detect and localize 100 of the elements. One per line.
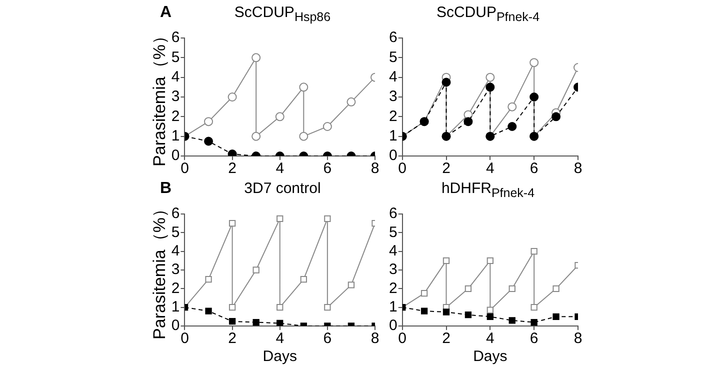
x-tick-label: 2: [228, 160, 236, 178]
y-tick-label: 4: [171, 68, 180, 86]
point: [228, 304, 236, 311]
y-tick-label: 4: [171, 242, 180, 260]
chart-title: 3D7 control: [244, 180, 321, 197]
y-tick-label: 3: [389, 88, 398, 106]
y-tick-label: 5: [171, 48, 180, 66]
x-tick-label: 8: [574, 160, 582, 178]
y-tick-label: 1: [171, 298, 180, 316]
point: [530, 248, 538, 255]
point: [322, 122, 332, 131]
point: [464, 117, 473, 126]
point: [442, 308, 450, 316]
point: [552, 313, 560, 320]
point: [464, 311, 472, 318]
text: B: [160, 180, 172, 198]
y-tick-label: 0: [389, 317, 398, 334]
x-tick-label: 4: [276, 160, 284, 178]
x-axis-title: Days: [473, 348, 508, 366]
x-tick-label: 2: [442, 160, 450, 178]
point: [204, 117, 214, 126]
point: [204, 136, 214, 146]
point: [205, 276, 212, 283]
x-tick-label: 6: [530, 160, 538, 178]
point: [300, 276, 307, 283]
point: [228, 220, 236, 227]
chart-title: ScCDUP$_{Pfnek-4}$: [435, 4, 541, 26]
point: [442, 78, 451, 87]
point: [252, 53, 261, 62]
y-tick-label: 0: [171, 317, 180, 334]
point: [552, 285, 560, 292]
y-tick-label: 1: [389, 298, 398, 316]
y-tick-label: 5: [171, 224, 180, 241]
y-tick-label: 6: [389, 29, 398, 46]
y-tick-label: 2: [389, 108, 398, 125]
point: [508, 122, 517, 131]
point: [276, 320, 284, 326]
x-tick-label: 8: [574, 330, 582, 348]
point: [275, 112, 284, 122]
y-tick-label: 2: [171, 108, 180, 125]
x-tick-label: 6: [323, 160, 332, 178]
y-tick-label: 5: [389, 224, 398, 241]
x-tick-label: 6: [323, 330, 332, 348]
y-tick-label: 4: [389, 68, 398, 86]
point: [530, 304, 538, 311]
text: A: [160, 4, 172, 22]
x-tick-label: 2: [228, 330, 236, 348]
point: [552, 112, 561, 122]
y-tick-label: 2: [171, 280, 180, 297]
point: [486, 82, 495, 92]
point: [299, 132, 308, 141]
x-axis-title: Days: [262, 348, 297, 366]
y-tick-label: 1: [171, 127, 180, 144]
x-tick-label: 8: [370, 330, 380, 348]
y-tick-label: 2: [389, 280, 398, 297]
x-tick-label: 4: [486, 160, 494, 178]
chart-title: hDHFR$_{Pfnek-4}$: [440, 180, 536, 202]
point: [530, 92, 539, 102]
point: [442, 257, 450, 264]
point: [228, 92, 237, 102]
x-tick-label: 4: [486, 330, 494, 348]
point: [252, 318, 260, 326]
point: [252, 132, 261, 141]
y-tick-label: 5: [389, 48, 398, 66]
point: [486, 72, 495, 82]
point: [228, 318, 236, 325]
x-tick-label: 6: [530, 330, 538, 348]
point: [508, 285, 516, 292]
y-tick-label: 6: [171, 205, 180, 222]
point: [420, 308, 428, 314]
x-tick-label: 4: [276, 330, 284, 348]
point: [486, 257, 494, 264]
y-axis-title: Parasitemia（%）: [150, 200, 169, 340]
point: [348, 282, 355, 288]
point: [276, 215, 284, 222]
chart-title: ScCDUP$_{Hsp86}$: [234, 4, 331, 24]
point: [299, 82, 308, 92]
y-tick-label: 3: [171, 261, 180, 278]
point: [324, 215, 331, 222]
point: [508, 102, 517, 112]
point: [346, 97, 356, 106]
x-tick-label: 2: [442, 330, 450, 348]
y-tick-label: 0: [171, 147, 180, 164]
y-tick-label: 6: [389, 205, 398, 222]
point: [486, 313, 494, 320]
point: [530, 318, 538, 326]
point: [464, 285, 472, 292]
point: [252, 266, 260, 274]
y-tick-label: 3: [389, 261, 398, 278]
point: [205, 308, 212, 314]
y-tick-label: 6: [171, 29, 180, 46]
point: [530, 58, 539, 68]
y-tick-label: 1: [389, 127, 398, 144]
point: [486, 306, 494, 314]
point: [508, 317, 516, 324]
y-tick-label: 4: [389, 242, 398, 260]
y-tick-label: 0: [389, 147, 398, 164]
y-tick-label: 3: [171, 88, 180, 106]
point: [420, 290, 428, 297]
point: [324, 304, 331, 311]
